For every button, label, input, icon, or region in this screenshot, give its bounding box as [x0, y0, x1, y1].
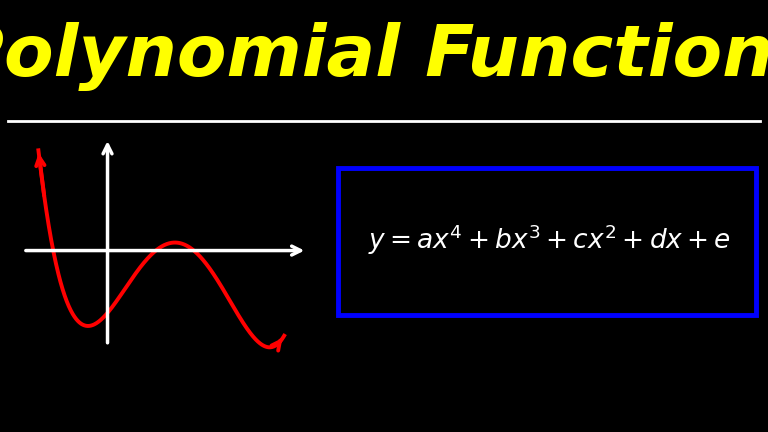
Text: Polynomial Functions: Polynomial Functions: [0, 22, 768, 91]
Text: $y = ax^4+bx^3+cx^2+dx+e$: $y = ax^4+bx^3+cx^2+dx+e$: [368, 222, 730, 257]
Bar: [338, 168, 756, 315]
